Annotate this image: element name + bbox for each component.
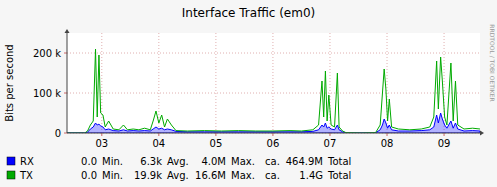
x-axis-line	[67, 133, 480, 134]
y-tick-label: 200 k	[33, 48, 61, 59]
legend-swatch	[7, 157, 15, 165]
x-tick-label: 08	[381, 138, 394, 149]
legend-stat: Total	[327, 156, 351, 167]
legend-stat: 19.9k	[134, 170, 162, 181]
x-tick-label: 06	[267, 138, 280, 149]
background	[0, 0, 497, 187]
x-grid-line	[158, 33, 159, 133]
legend-stat: 4.0M	[201, 156, 226, 167]
legend-stat: 0.0	[81, 156, 97, 167]
x-grid-line	[215, 33, 216, 133]
legend-stat: Avg.	[167, 170, 189, 181]
y-grid-line	[67, 53, 480, 54]
y-tick-label: 100 k	[33, 88, 61, 99]
legend-swatch	[7, 171, 15, 179]
title: Interface Traffic (em0)	[182, 6, 315, 20]
legend-stat: Max.	[231, 170, 255, 181]
legend-stat: Avg.	[167, 156, 189, 167]
legend-label: RX	[20, 156, 34, 167]
y-axis-label: Bits per second	[4, 44, 15, 121]
legend-stat: ca.	[265, 170, 280, 181]
x-tick-label: 05	[210, 138, 223, 149]
legend-stat: 6.3k	[140, 156, 162, 167]
y-axis-arrow	[65, 29, 70, 33]
legend-stat: 0.0	[81, 170, 97, 181]
legend-stat: Total	[327, 170, 351, 181]
y-grid-line	[67, 93, 480, 94]
legend-stat: 464.9M	[286, 156, 323, 167]
tx-line	[67, 49, 480, 133]
data-group	[67, 49, 480, 133]
y-axis-line	[67, 33, 68, 133]
legend-stat: Min.	[102, 170, 123, 181]
x-grid-line	[272, 33, 273, 133]
x-axis-arrow	[480, 131, 484, 136]
x-tick-label: 09	[438, 138, 451, 149]
legend-stat: ca.	[265, 156, 280, 167]
legend-stat: Min.	[102, 156, 123, 167]
watermark: RRDTOOL / TOBI OETIKER	[489, 24, 496, 101]
plot-area	[67, 33, 480, 133]
x-tick-label: 04	[152, 138, 165, 149]
legend-label: TX	[19, 170, 33, 181]
legend-stat: Max.	[231, 156, 255, 167]
legend-stat: 16.6M	[195, 170, 226, 181]
x-grid-line	[101, 33, 102, 133]
y-tick-label: 0	[55, 128, 61, 139]
x-tick-label: 03	[95, 138, 108, 149]
y-grid-line	[67, 133, 480, 134]
legend-stat: 1.4G	[299, 170, 323, 181]
x-tick-label: 07	[324, 138, 337, 149]
chart: Interface Traffic (em0) Bits per second RR…	[0, 0, 497, 187]
